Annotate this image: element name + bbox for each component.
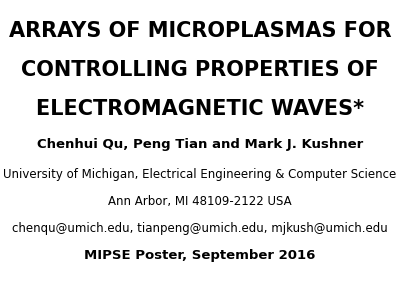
Text: ARRAYS OF MICROPLASMAS FOR: ARRAYS OF MICROPLASMAS FOR [9,21,391,41]
Text: Chenhui Qu, Peng Tian and Mark J. Kushner: Chenhui Qu, Peng Tian and Mark J. Kushne… [37,138,363,151]
Text: University of Michigan, Electrical Engineering & Computer Science: University of Michigan, Electrical Engin… [3,168,397,181]
Text: Ann Arbor, MI 48109-2122 USA: Ann Arbor, MI 48109-2122 USA [108,195,292,208]
Text: MIPSE Poster, September 2016: MIPSE Poster, September 2016 [84,249,316,262]
Text: CONTROLLING PROPERTIES OF: CONTROLLING PROPERTIES OF [21,60,379,80]
Text: ELECTROMAGNETIC WAVES*: ELECTROMAGNETIC WAVES* [36,99,364,119]
Text: chenqu@umich.edu, tianpeng@umich.edu, mjkush@umich.edu: chenqu@umich.edu, tianpeng@umich.edu, mj… [12,222,388,235]
